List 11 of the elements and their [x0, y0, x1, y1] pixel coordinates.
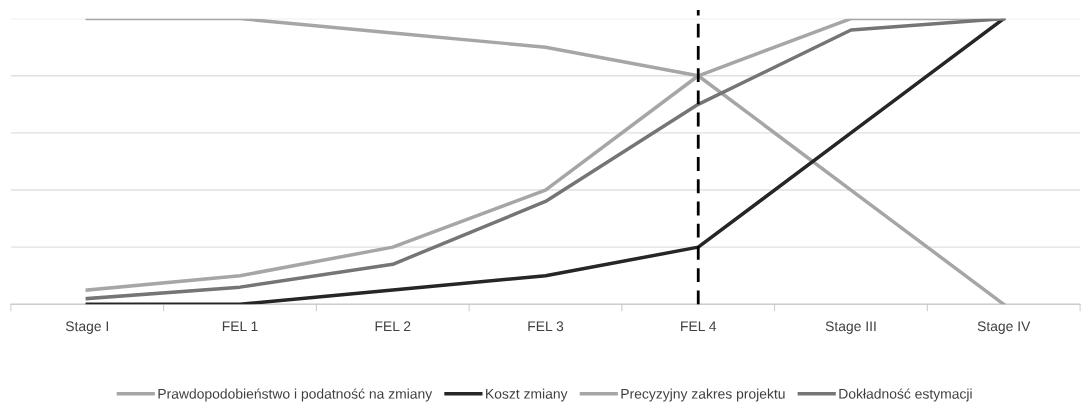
- x-tick-label: FEL 2: [375, 321, 411, 332]
- x-tick-label: FEL 4: [681, 321, 717, 332]
- x-tick-label: Stage IV: [977, 321, 1031, 334]
- x-tick-label: Stage I: [65, 321, 109, 334]
- x-tick-label: FEL 1: [222, 321, 258, 332]
- x-tick-label: FEL 3: [528, 321, 564, 332]
- legend-label: Prawdopodobieństwo i podatność na zmiany: [158, 388, 433, 402]
- x-tick-label: Stage III: [825, 321, 876, 334]
- legend-label: Koszt zmiany: [486, 388, 568, 402]
- legend-label: Dokładność estymacji: [839, 388, 972, 402]
- legend-label: Precyzyjny zakres projektu: [621, 388, 785, 402]
